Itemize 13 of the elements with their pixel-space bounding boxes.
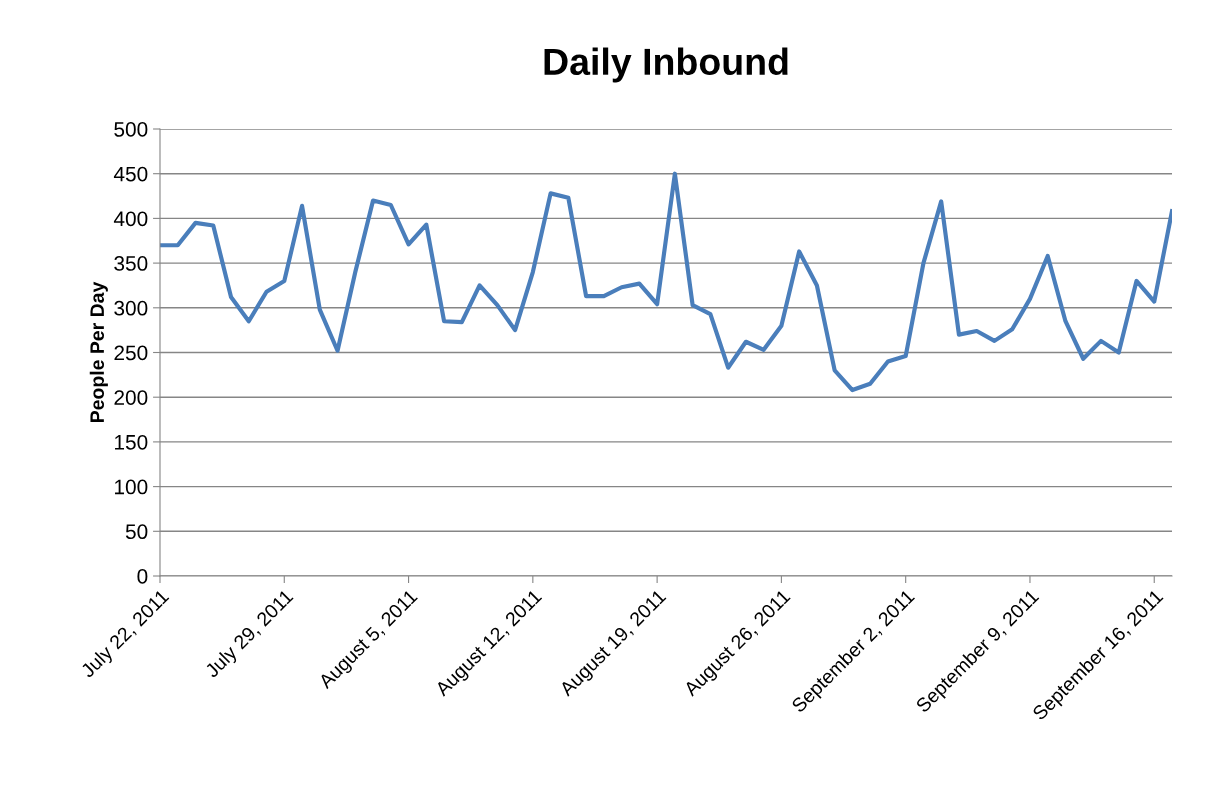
y-tick-label: 250 [114, 345, 148, 361]
y-axis-title: People Per Day [89, 281, 108, 422]
y-tick-label: 500 [114, 122, 148, 137]
y-tick-label: 350 [114, 256, 148, 271]
y-tick-label: 100 [115, 479, 148, 495]
y-tick-label: 150 [115, 434, 148, 450]
y-tick-label: 400 [113, 211, 148, 227]
chart-title: Daily Inbound [544, 47, 788, 83]
y-tick-label: 450 [113, 166, 148, 182]
y-tick-label: 200 [114, 390, 148, 405]
y-tick-label: 50 [125, 524, 148, 540]
y-tick-label: 300 [114, 300, 148, 316]
y-tick-label: 0 [137, 569, 148, 584]
